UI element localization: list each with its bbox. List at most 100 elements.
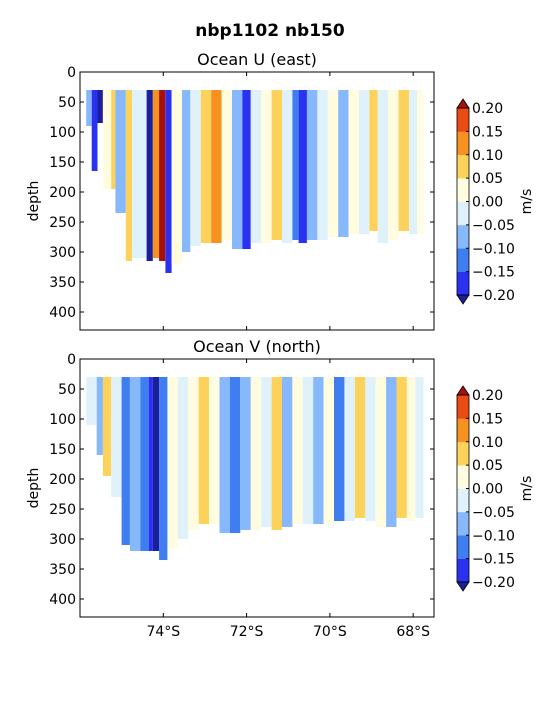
data-column-29: [354, 377, 366, 518]
data-column-31: [348, 90, 359, 234]
data-column-27: [307, 90, 318, 240]
y-tick-label: 100: [49, 412, 76, 428]
colorbar-band: [457, 465, 469, 489]
data-column-2: [91, 90, 98, 171]
y-tick-label: 350: [49, 562, 76, 578]
colorbar-tick-label: −0.05: [472, 218, 515, 234]
data-column-16: [200, 90, 212, 243]
data-column-21: [250, 90, 262, 243]
panel-title: Ocean V (north): [193, 337, 321, 356]
colorbar-label: m/s: [519, 476, 535, 502]
data-column-1: [86, 90, 92, 126]
y-tick-label: 200: [49, 185, 76, 201]
data-column-12: [177, 377, 189, 539]
data-column-12: [165, 90, 172, 273]
y-tick-label: 250: [49, 215, 76, 231]
y-tick-label: 350: [49, 275, 76, 291]
data-column-25: [313, 377, 324, 524]
colorbar-tick-label: −0.10: [472, 528, 515, 544]
data-column-22: [261, 90, 272, 243]
y-tick-label: 0: [67, 352, 76, 368]
colorbar-tick-label: −0.15: [472, 552, 515, 568]
y-tick-label: 300: [49, 532, 76, 548]
data-column-29: [327, 90, 339, 237]
y-tick-label: 50: [58, 382, 76, 398]
data-column-17: [211, 90, 222, 243]
colorbar-tick-label: 0.10: [472, 435, 503, 451]
data-column-7: [125, 90, 132, 261]
x-tick-label: 68°S: [396, 624, 430, 640]
data-column-19: [250, 377, 262, 530]
data-column-15: [209, 377, 220, 524]
colorbar-tick-label: 0.15: [472, 411, 503, 427]
data-column-26: [298, 90, 307, 243]
colorbar-band: [457, 395, 469, 419]
data-column-31: [375, 377, 387, 527]
y-tick-label: 400: [49, 592, 76, 608]
data-column-34: [377, 90, 389, 243]
y-tick-label: 250: [49, 502, 76, 518]
y-tick-label: 150: [49, 155, 76, 171]
chart-panel-2: Ocean V (north) depth 0 50 100 150 200 250 300 35…: [26, 337, 535, 640]
colorbar-band: [457, 488, 469, 513]
data-column-7: [140, 377, 149, 551]
data-column-6: [115, 90, 126, 213]
data-column-25: [292, 90, 299, 240]
colorbar-tick-label: −0.05: [472, 505, 515, 521]
data-column-37: [409, 90, 418, 234]
colorbar-extend-max: [456, 385, 470, 396]
colorbar-tick-label: −0.10: [472, 241, 515, 257]
data-column-28: [317, 90, 328, 240]
data-column-35: [415, 377, 424, 518]
colorbar-band: [457, 248, 469, 272]
data-column-3: [102, 377, 112, 476]
colorbar-band: [457, 154, 469, 179]
x-tick-label: 74°S: [146, 624, 180, 640]
data-column-35: [388, 90, 399, 240]
data-column-1: [86, 377, 97, 425]
panels: Ocean U (east) depth 0 50 100 150 200 250 300 350…: [26, 50, 535, 640]
colorbar-band: [457, 224, 469, 249]
colorbar-band: [457, 511, 469, 536]
colorbar-band: [457, 418, 469, 443]
panel-title: Ocean U (east): [197, 50, 317, 69]
colorbar-band: [457, 201, 469, 226]
data-column-8: [132, 90, 147, 258]
colorbar-band: [457, 271, 469, 296]
y-tick-label: 150: [49, 442, 76, 458]
colorbar-tick-label: 0.00: [472, 195, 503, 211]
data-column-6: [130, 377, 141, 551]
data-column-3: [97, 90, 103, 123]
y-tick-label: 300: [49, 245, 76, 261]
data-column-33: [396, 377, 407, 518]
data-column-34: [406, 377, 416, 521]
colorbar-tick-label: 0.05: [472, 458, 503, 474]
x-tick-label: 70°S: [313, 624, 347, 640]
data-column-24: [282, 90, 293, 243]
data-column-32: [386, 377, 397, 527]
data-column-5: [121, 377, 130, 545]
data-column-8: [148, 377, 153, 551]
colorbar-band: [457, 108, 469, 132]
y-tick-label: 100: [49, 125, 76, 141]
colorbar-band: [457, 535, 469, 559]
data-column-27: [334, 377, 345, 521]
data-column-15: [190, 90, 201, 246]
data-column-18: [240, 377, 251, 530]
data-column-2: [96, 377, 103, 455]
data-column-20: [261, 377, 272, 527]
data-column-23: [271, 90, 282, 240]
colorbar-tick-label: −0.20: [472, 288, 515, 304]
y-axis-label: depth: [26, 181, 42, 222]
colorbar-tick-label: 0.15: [472, 124, 503, 140]
data-column-26: [323, 377, 334, 524]
data-column-36: [398, 90, 409, 231]
plot-frame: [79, 358, 435, 618]
colorbar-band: [457, 131, 469, 156]
data-column-30: [338, 90, 349, 237]
y-tick-label: 0: [67, 65, 76, 81]
data-column-23: [292, 377, 303, 524]
plot-frame: [79, 71, 435, 331]
colorbar-band: [457, 178, 469, 202]
